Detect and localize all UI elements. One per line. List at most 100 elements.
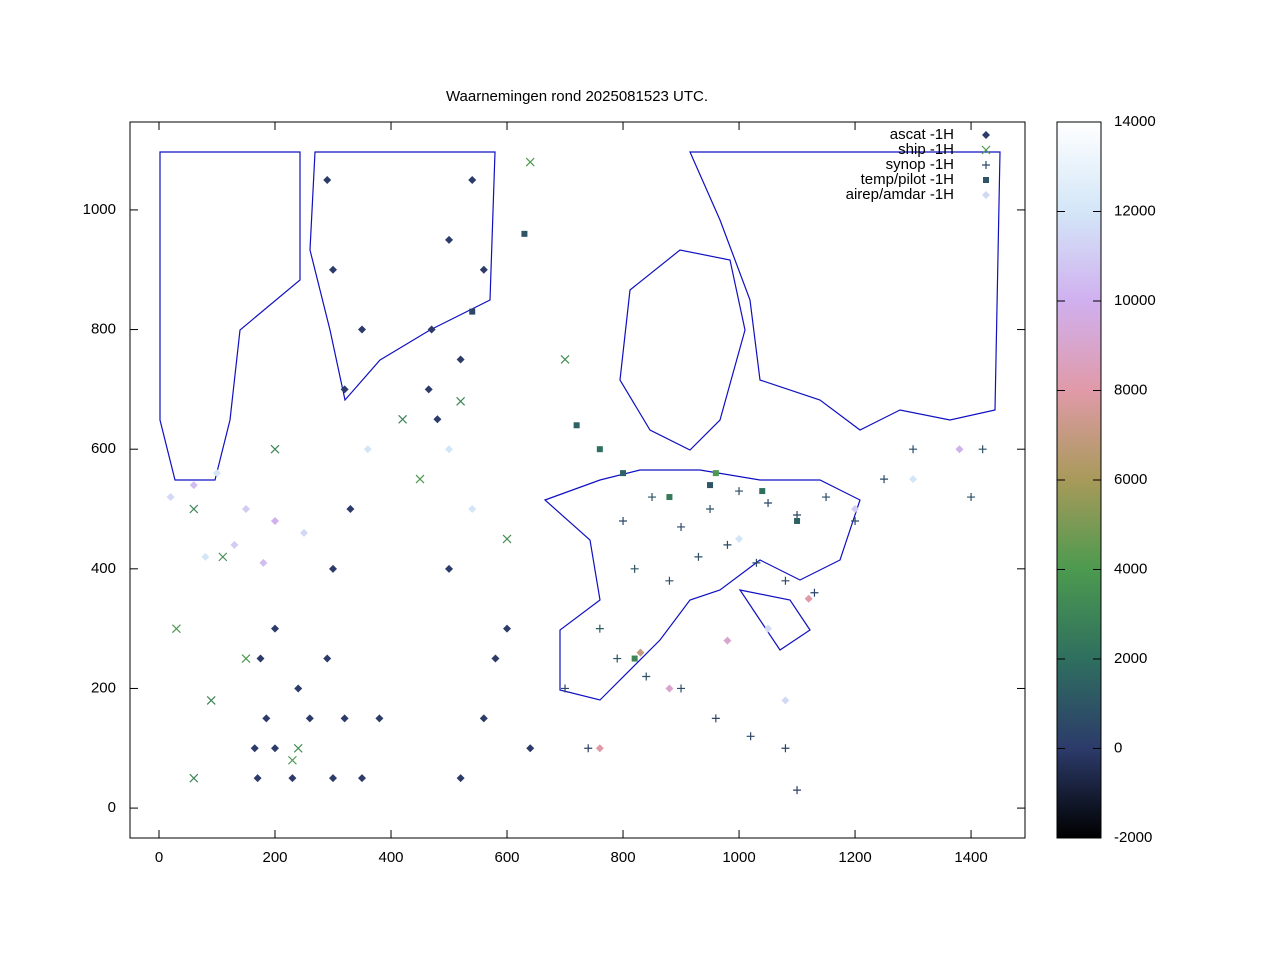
x-tick-label: 400	[379, 849, 404, 866]
marker	[213, 469, 222, 478]
legend-label: ascat -1H	[890, 126, 954, 143]
marker	[502, 534, 512, 544]
marker	[521, 230, 528, 237]
marker	[981, 145, 991, 155]
marker	[880, 475, 889, 484]
marker	[982, 191, 990, 199]
marker	[648, 493, 657, 502]
colorbar-tick-label: 12000	[1114, 202, 1156, 219]
colorbar-tick-label: 14000	[1114, 113, 1156, 130]
marker	[189, 773, 199, 783]
marker	[288, 774, 297, 783]
legend-label: temp/pilot -1H	[861, 171, 954, 188]
marker	[707, 482, 714, 489]
marker	[642, 672, 651, 681]
x-tick-label: 0	[155, 849, 163, 866]
marker	[619, 516, 628, 525]
marker	[983, 177, 989, 183]
marker	[560, 355, 570, 364]
marker	[561, 684, 570, 693]
y-tick-label: 400	[91, 560, 116, 577]
marker	[525, 157, 535, 167]
marker	[630, 564, 639, 573]
marker	[253, 774, 262, 783]
marker	[810, 588, 819, 597]
marker	[398, 414, 408, 424]
marker	[424, 385, 433, 394]
marker	[735, 534, 744, 543]
marker	[250, 744, 259, 753]
marker	[982, 161, 990, 169]
marker	[781, 696, 790, 705]
marker	[375, 714, 384, 723]
marker	[677, 684, 686, 693]
marker	[293, 743, 303, 753]
marker	[445, 445, 454, 454]
marker	[665, 684, 674, 693]
marker	[346, 505, 355, 514]
marker	[323, 654, 332, 663]
marker	[270, 444, 280, 454]
marker	[694, 552, 703, 561]
marker	[271, 624, 280, 633]
marker	[287, 755, 297, 765]
marker	[241, 654, 251, 663]
marker	[978, 445, 987, 454]
marker	[358, 774, 367, 783]
marker	[445, 564, 454, 573]
marker	[445, 235, 454, 244]
marker	[469, 308, 476, 315]
y-tick-label: 800	[91, 321, 116, 338]
marker	[242, 505, 251, 514]
marker	[340, 385, 349, 394]
colorbar-tick-label: -2000	[1114, 829, 1152, 846]
marker	[166, 493, 175, 502]
legend-label: ship -1H	[898, 141, 954, 158]
marker	[711, 714, 720, 723]
y-tick-label: 600	[91, 440, 116, 457]
marker	[584, 744, 593, 753]
marker	[503, 624, 512, 633]
marker	[300, 528, 309, 537]
marker	[665, 576, 674, 585]
marker	[427, 325, 436, 334]
marker	[596, 446, 603, 453]
marker	[794, 517, 801, 524]
x-tick-label: 1400	[954, 849, 987, 866]
marker	[595, 624, 604, 633]
plot-frame	[129, 121, 1026, 839]
marker	[851, 516, 860, 525]
legend-label: airep/amdar -1H	[846, 186, 954, 203]
marker	[294, 684, 303, 693]
marker	[171, 624, 181, 634]
marker	[271, 744, 280, 753]
marker	[677, 522, 686, 531]
marker	[340, 714, 349, 723]
marker	[982, 131, 990, 139]
marker	[909, 475, 918, 484]
marker	[468, 505, 477, 514]
marker	[712, 470, 719, 477]
legend-label: synop -1H	[886, 156, 954, 173]
colorbar-tick-label: 0	[1114, 739, 1122, 756]
colorbar-tick-label: 8000	[1114, 381, 1147, 398]
marker	[201, 552, 210, 561]
marker	[329, 265, 338, 274]
marker	[218, 552, 228, 562]
marker	[456, 396, 466, 406]
marker	[735, 487, 744, 496]
marker	[189, 504, 199, 514]
marker	[358, 325, 367, 334]
x-tick-label: 1000	[722, 849, 755, 866]
x-tick-label: 200	[262, 849, 287, 866]
marker	[256, 654, 265, 663]
marker	[909, 445, 918, 454]
marker	[456, 774, 465, 783]
x-tick-label: 1200	[838, 849, 871, 866]
colorbar-tick-label: 4000	[1114, 560, 1147, 577]
marker	[764, 499, 773, 508]
colorbar-tick-label: 2000	[1114, 650, 1147, 667]
marker	[491, 654, 500, 663]
marker	[793, 786, 802, 795]
